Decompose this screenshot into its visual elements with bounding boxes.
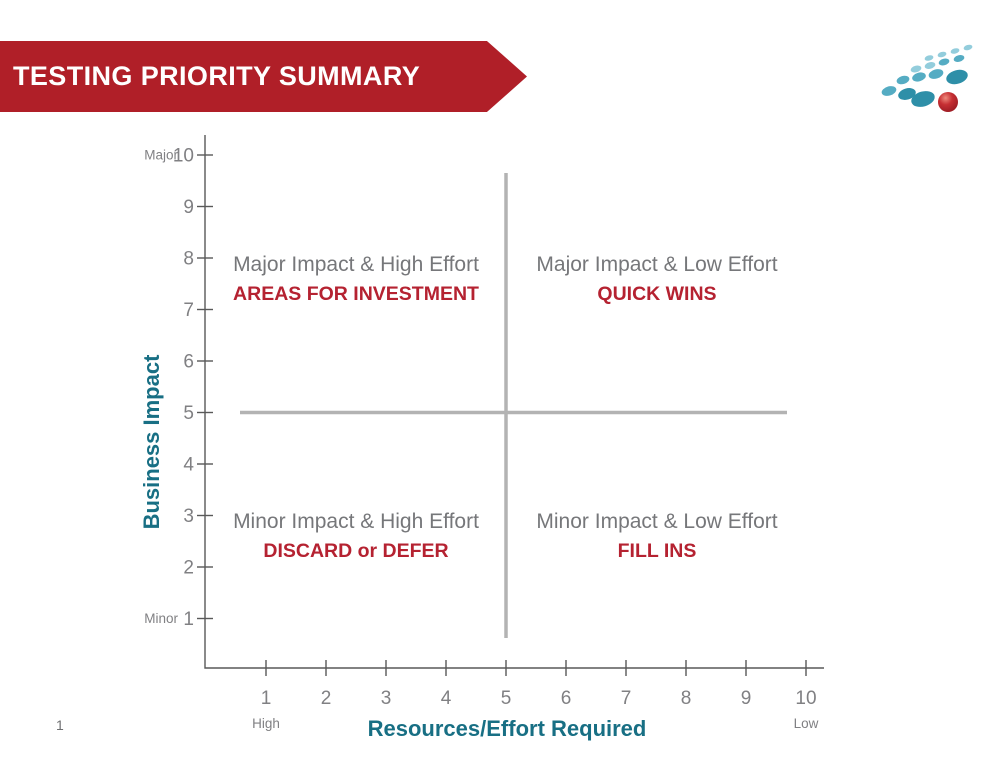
x-axis-end-label: High [252,716,280,731]
y-tick-label: 1 [183,609,194,630]
quadrant-bottom-left: Minor Impact & High Effort DISCARD or DE… [206,510,506,563]
axis-line [204,135,824,669]
y-tick-label: 7 [183,300,194,321]
x-tick-label: 2 [321,688,332,709]
x-tick-label: 7 [621,688,632,709]
quadrant-description: Minor Impact & High Effort [233,510,479,533]
y-tick-label: 9 [183,197,194,218]
quadrant-top-left: Major Impact & High Effort AREAS FOR INV… [206,253,506,306]
x-tick-label: 5 [501,688,512,709]
x-tick-label: 4 [441,688,452,709]
quadrant-label: FILL INS [617,540,697,562]
company-logo [881,44,973,112]
y-tick-label: 3 [183,506,194,527]
x-tick-label: 8 [681,688,692,709]
y-tick-label: 5 [183,403,194,424]
slide-title-banner: TESTING PRIORITY SUMMARY [0,41,527,112]
x-tick-label: 6 [561,688,572,709]
x-tick-label: 3 [381,688,392,709]
quadrant-top-right: Major Impact & Low Effort QUICK WINS [507,253,807,306]
y-tick-label: 6 [183,352,194,373]
quadrant-description: Major Impact & Low Effort [536,253,778,276]
y-tick-label: 10 [173,146,194,167]
slide-title: TESTING PRIORITY SUMMARY [13,61,421,91]
logo-red-sphere [938,92,958,112]
quadrant-label: QUICK WINS [597,283,717,305]
y-axis-end-label: Minor [144,611,178,626]
y-tick-label: 8 [183,249,194,270]
x-tick-label: 10 [795,688,816,709]
x-tick-label: 9 [741,688,752,709]
y-axis-end-label: Major [144,148,178,163]
y-tick-label: 4 [183,455,194,476]
page-number: 1 [56,717,64,733]
y-tick-label: 2 [183,558,194,579]
x-axis-title: Resources/Effort Required [367,716,647,741]
x-tick-label: 1 [261,688,272,709]
quadrant-description: Major Impact & High Effort [233,253,479,276]
dots-logo-icon [881,44,973,112]
quadrant-description: Minor Impact & Low Effort [536,510,778,533]
y-axis-title: Business Impact [139,354,164,530]
quadrant-label: DISCARD or DEFER [263,540,449,562]
quadrant-label: AREAS FOR INVESTMENT [233,283,479,305]
quadrant-bottom-right: Minor Impact & Low Effort FILL INS [507,510,807,563]
x-axis-end-label: Low [794,716,819,731]
